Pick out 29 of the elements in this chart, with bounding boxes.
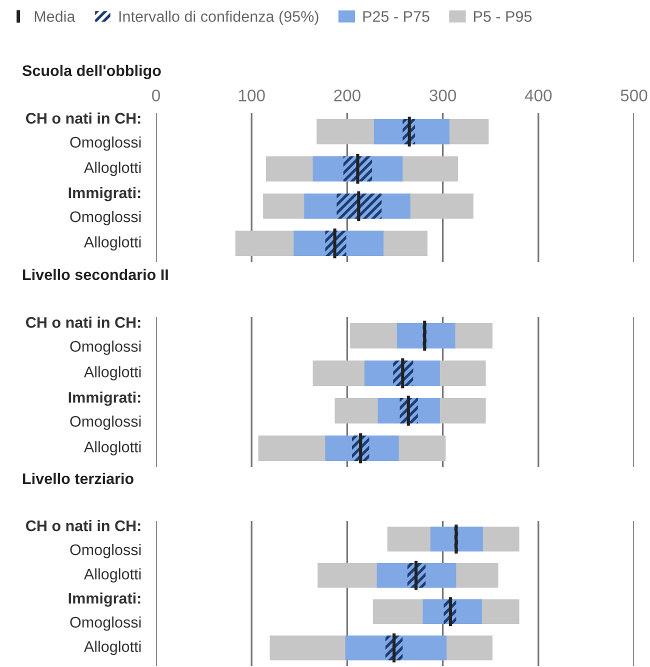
y-tick-label: Alloglotti: [84, 366, 141, 380]
x-tick-label: 0: [152, 90, 160, 102]
legend-label: P5 - P95: [474, 11, 532, 22]
x-tick-label: 300: [430, 90, 456, 102]
y-tick-label: Immigrati: Omoglossi: [68, 186, 141, 226]
x-tick-label: 500: [620, 90, 648, 102]
legend-label: Media: [34, 10, 76, 22]
chart-title: Livello secondario II: [23, 268, 168, 280]
chart-title: Livello terziario: [23, 472, 134, 484]
y-tick-label: Immigrati: Omoglossi: [68, 592, 141, 631]
y-tick-label: Alloglotti: [84, 236, 141, 250]
bar: [343, 156, 372, 182]
y-tick-label: Immigrati: Omoglossi: [68, 392, 141, 430]
legend-label: Intervallo di confidenza (95%): [119, 10, 318, 25]
y-tick-label: Alloglotti: [84, 162, 141, 176]
chart-title: Scuola dell'obbligo: [22, 64, 161, 80]
y-tick-label: CH o nati in CH: Omoglossi: [26, 520, 141, 558]
bar: [336, 193, 382, 219]
y-tick-label: CH o nati in CH: Omoglossi: [26, 316, 141, 355]
x-tick-label: 200: [334, 90, 360, 102]
x-tick-label: 400: [524, 90, 552, 102]
x-tick-label: 100: [238, 90, 265, 102]
y-tick-label: Alloglotti: [84, 640, 141, 655]
legend-label: P25 - P75: [363, 11, 430, 22]
bar: [396, 323, 456, 348]
y-tick-label: Alloglotti: [84, 568, 141, 582]
y-tick-label: Alloglotti: [84, 441, 141, 456]
bar: [430, 526, 483, 552]
y-tick-label: CH o nati in CH: Omoglossi: [26, 112, 141, 151]
